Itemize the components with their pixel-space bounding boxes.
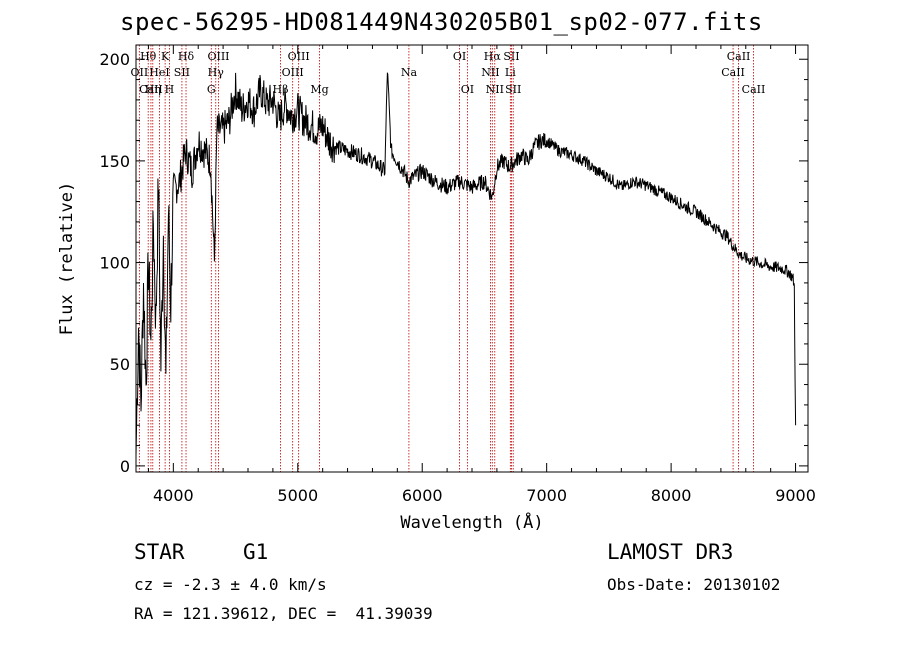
- line-marker-label: H: [165, 83, 175, 96]
- line-marker-label: Hβ: [273, 83, 289, 96]
- x-tick-label: 8000: [651, 486, 692, 505]
- line-marker-label: CaII: [721, 66, 745, 79]
- y-tick-label: 200: [99, 50, 130, 69]
- line-marker-label: OIII: [282, 66, 304, 79]
- line-marker-label: NII: [486, 83, 504, 96]
- line-marker-label: K: [161, 50, 170, 63]
- line-marker-label: Na: [401, 66, 418, 79]
- line-marker-label: CaII: [742, 83, 766, 96]
- x-tick-label: 9000: [775, 486, 816, 505]
- x-axis-label: Wavelength (Å): [400, 511, 543, 533]
- x-tick-label: 6000: [402, 486, 443, 505]
- survey-name: LAMOST DR3: [607, 540, 734, 564]
- line-marker-label: Mg: [310, 83, 328, 96]
- chart-title: spec-56295-HD081449N430205B01_sp02-077.f…: [120, 8, 763, 36]
- line-marker-label: Hη: [145, 83, 161, 96]
- line-marker-label: OI: [461, 83, 474, 96]
- object-subclass: G1: [243, 540, 269, 564]
- line-marker-label: Li: [505, 66, 516, 79]
- line-marker-label: OIII: [288, 50, 310, 63]
- y-tick-label: 150: [99, 152, 130, 171]
- x-tick-label: 4000: [153, 486, 194, 505]
- line-marker-label: CaII: [139, 83, 163, 96]
- y-tick-label: 50: [110, 355, 130, 374]
- line-marker-label: Hα: [484, 50, 502, 63]
- spectrum-line: [135, 72, 797, 456]
- y-tick-label: 0: [120, 457, 130, 476]
- x-tick-label: 7000: [526, 486, 567, 505]
- line-marker-label: SII: [174, 66, 190, 79]
- coordinates: RA = 121.39612, DEC = 41.39039: [134, 604, 433, 623]
- line-marker-label: OI: [453, 50, 466, 63]
- line-marker-label: HeI: [149, 66, 169, 79]
- object-class: STAR: [134, 540, 185, 564]
- x-tick-label: 5000: [277, 486, 318, 505]
- line-marker-label: SII: [505, 83, 521, 96]
- line-marker-label: OII: [131, 66, 149, 79]
- line-marker-label: Hδ: [178, 50, 195, 63]
- line-marker-label: CaII: [727, 50, 751, 63]
- line-marker-label: NII: [481, 66, 499, 79]
- line-marker-label: Hγ: [208, 66, 225, 79]
- observation-date: Obs-Date: 20130102: [607, 575, 781, 594]
- redshift-velocity: cz = -2.3 ± 4.0 km/s: [134, 575, 327, 594]
- line-marker-label: Hθ: [140, 50, 157, 63]
- y-tick-label: 100: [99, 254, 130, 273]
- y-axis-label: Flux (relative): [57, 182, 77, 336]
- line-marker-label: G: [207, 83, 216, 96]
- line-marker-label: OIII: [207, 50, 229, 63]
- line-marker-label: SII: [503, 50, 519, 63]
